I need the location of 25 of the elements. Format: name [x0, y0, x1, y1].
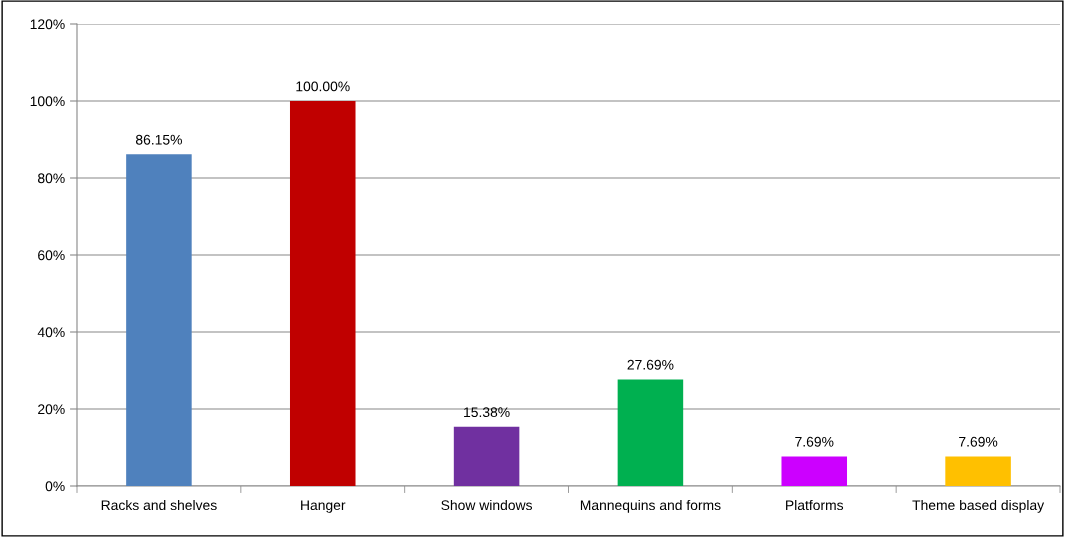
x-tick-label: Theme based display [912, 499, 1045, 513]
x-tick-label: Mannequins and forms [580, 499, 721, 513]
bar [453, 426, 520, 486]
y-tick-label: 60% [38, 250, 65, 261]
bar [289, 101, 356, 486]
y-tick-label: 80% [38, 173, 65, 184]
bar [945, 456, 1011, 486]
data-label: 86.15% [135, 134, 182, 145]
data-label: 27.69% [627, 359, 674, 370]
y-tick-label: 0% [45, 481, 65, 492]
bar [617, 379, 684, 486]
x-tick-label: Racks and shelves [101, 499, 217, 511]
data-label: 15.38% [464, 407, 510, 418]
x-tick-label: Hanger [301, 500, 346, 513]
y-tick-label: 40% [37, 327, 65, 338]
x-tick-label: Platforms [786, 499, 844, 511]
data-label: 7.69% [959, 436, 998, 447]
data-label: 100.00% [296, 81, 350, 92]
bar [781, 456, 848, 486]
bar [126, 154, 192, 486]
x-tick-label: Show windows [441, 499, 533, 511]
y-tick-label: 120% [30, 19, 65, 30]
y-tick-label: 20% [38, 404, 65, 415]
data-label: 7.69% [795, 436, 834, 447]
y-tick-label: 100% [30, 96, 65, 107]
